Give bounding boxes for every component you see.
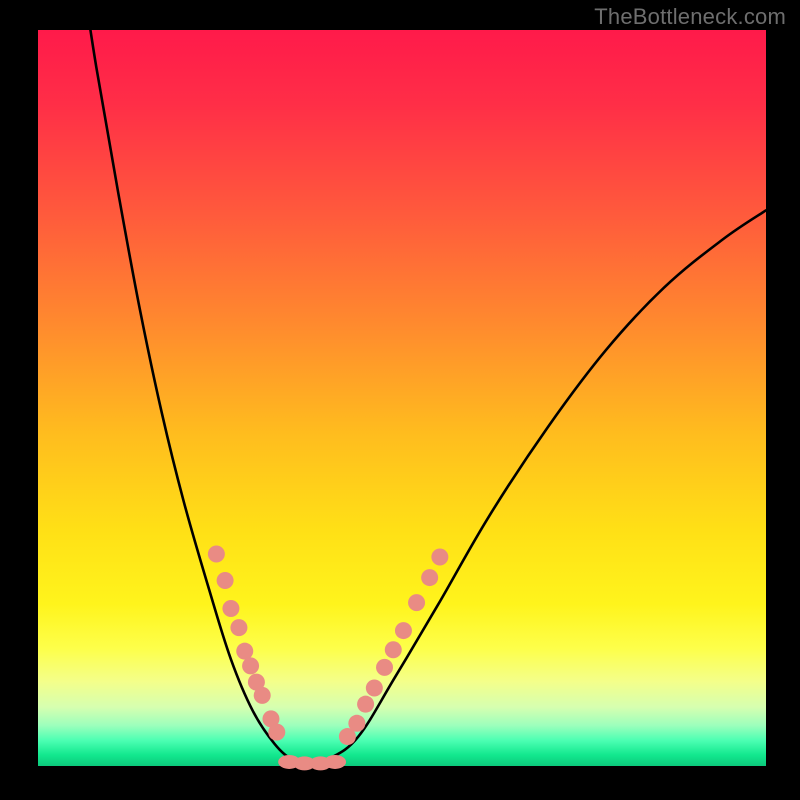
plot-area — [38, 30, 766, 766]
dot-left-3 — [230, 619, 247, 636]
dot-left-9 — [268, 724, 285, 741]
dot-left-2 — [222, 600, 239, 617]
dot-right-2 — [357, 696, 374, 713]
dot-right-6 — [395, 622, 412, 639]
dot-right-7 — [408, 594, 425, 611]
dot-left-7 — [254, 687, 271, 704]
dots-layer — [208, 546, 448, 771]
watermark-text: TheBottleneck.com — [594, 4, 786, 30]
chart-stage: TheBottleneck.com — [0, 0, 800, 800]
curve-layer — [38, 30, 766, 766]
dot-right-8 — [421, 569, 438, 586]
dot-right-5 — [385, 641, 402, 658]
dot-left-5 — [242, 657, 259, 674]
dot-left-1 — [217, 572, 234, 589]
dot-left-4 — [236, 643, 253, 660]
dot-left-0 — [208, 546, 225, 563]
dot-flat-3 — [324, 755, 346, 769]
dot-right-3 — [366, 679, 383, 696]
dot-right-9 — [431, 548, 448, 565]
v-curve-path — [82, 0, 766, 765]
dot-right-4 — [376, 659, 393, 676]
dot-right-1 — [348, 715, 365, 732]
